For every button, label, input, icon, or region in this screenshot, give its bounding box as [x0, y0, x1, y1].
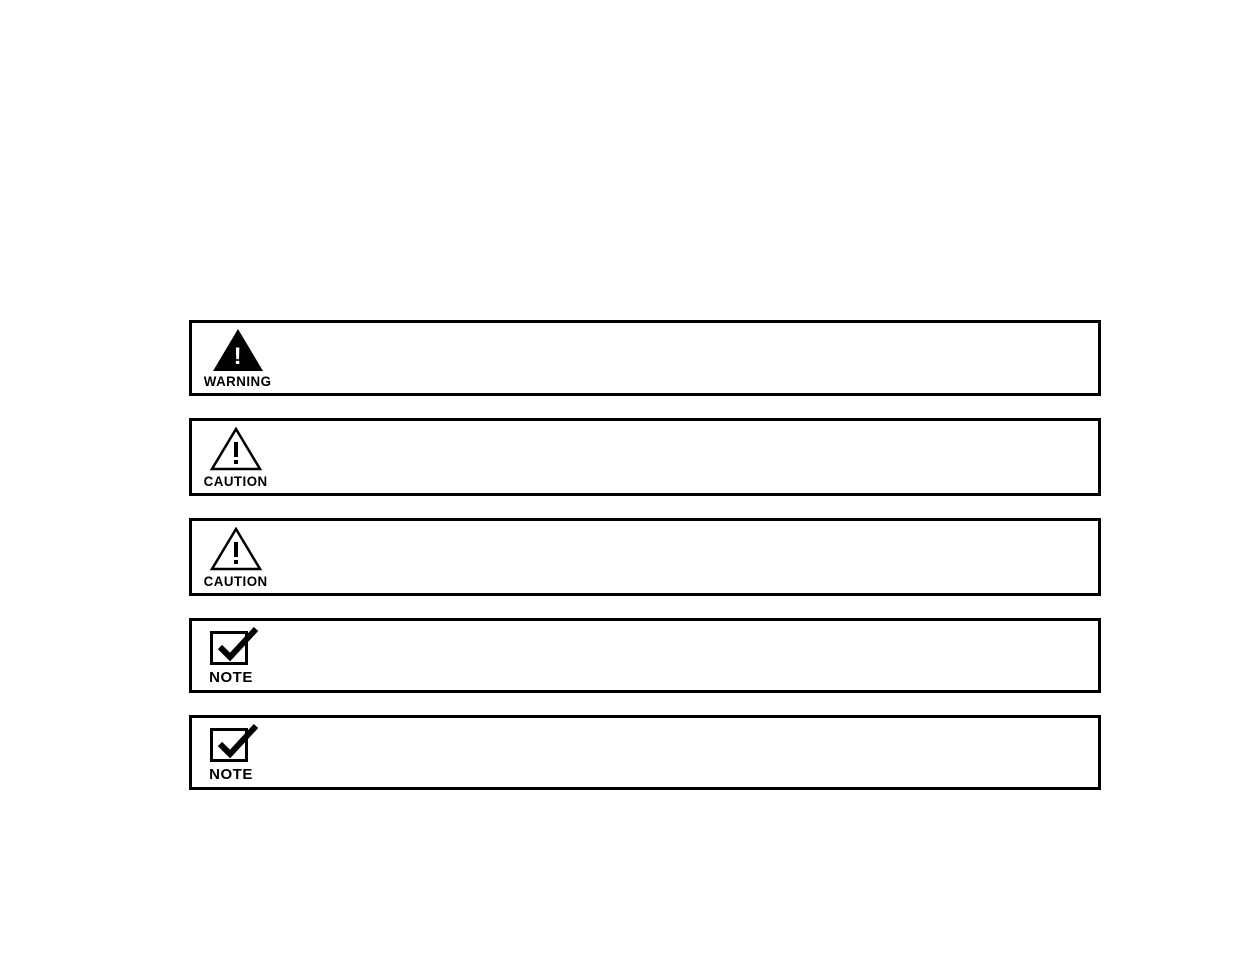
- note-icon-block: NOTE: [202, 724, 260, 783]
- callout-caution: CAUTION: [189, 518, 1101, 596]
- caution-body: [270, 438, 1088, 478]
- note-checkbox-icon: [208, 724, 254, 764]
- note-label: NOTE: [209, 669, 253, 686]
- callout-warning: ! WARNING: [189, 320, 1101, 396]
- callouts-container: ! WARNING CAUTION: [189, 320, 1101, 812]
- callout-note: NOTE: [189, 618, 1101, 693]
- note-checkbox-icon: [208, 627, 254, 667]
- caution-label: CAUTION: [204, 573, 268, 589]
- caution-triangle-icon: [210, 427, 262, 471]
- warning-label: WARNING: [204, 373, 272, 389]
- callout-note: NOTE: [189, 715, 1101, 790]
- note-body: [260, 734, 1088, 774]
- warning-icon-block: ! WARNING: [202, 329, 273, 389]
- note-icon-block: NOTE: [202, 627, 260, 686]
- warning-triangle-icon: !: [213, 329, 263, 371]
- caution-icon-block: CAUTION: [202, 427, 270, 489]
- warning-body: [273, 339, 1088, 379]
- callout-caution: CAUTION: [189, 418, 1101, 496]
- note-body: [260, 637, 1088, 677]
- caution-label: CAUTION: [204, 473, 268, 489]
- caution-icon-block: CAUTION: [202, 527, 270, 589]
- caution-body: [270, 538, 1088, 578]
- exclamation-icon: !: [234, 345, 242, 369]
- caution-triangle-icon: [210, 527, 262, 571]
- note-label: NOTE: [209, 766, 253, 783]
